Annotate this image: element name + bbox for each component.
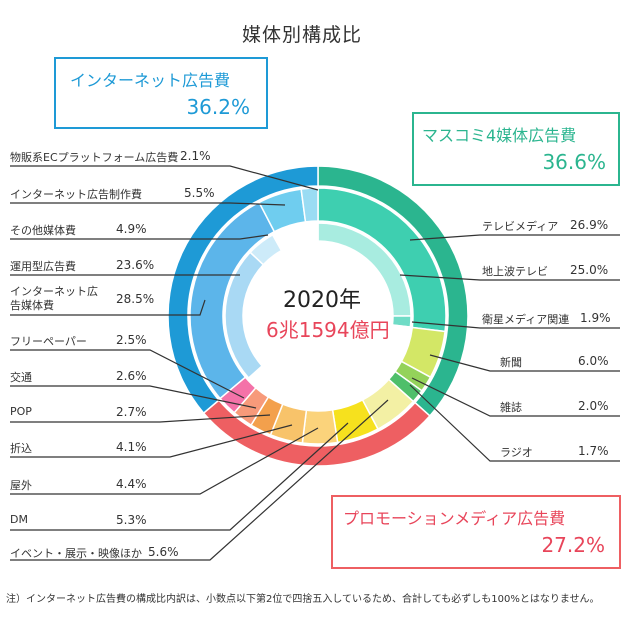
leader-line bbox=[429, 354, 620, 372]
leader-line bbox=[10, 349, 245, 399]
label-radio: ラジオ bbox=[500, 446, 533, 459]
value-transit: 2.6% bbox=[116, 369, 147, 383]
leader-line bbox=[10, 422, 349, 531]
value-magazine: 2.0% bbox=[578, 399, 609, 413]
masscomm-category-value: 36.6% bbox=[542, 150, 606, 174]
value-radio: 1.7% bbox=[578, 444, 609, 458]
leader-line bbox=[10, 399, 389, 561]
leader-line bbox=[399, 274, 620, 281]
label-insert: 折込 bbox=[10, 442, 32, 455]
center-total: 6兆1594億円 bbox=[266, 318, 390, 342]
value-tv-satellite: 1.9% bbox=[580, 311, 611, 325]
masscomm-category-name: マスコミ4媒体広告費 bbox=[422, 126, 577, 145]
leader-line bbox=[10, 385, 257, 409]
label-free-paper: フリーペーパー bbox=[10, 335, 87, 348]
label-tv-terrestrial: 地上波テレビ bbox=[482, 265, 548, 278]
value-tv-terrestrial: 25.0% bbox=[570, 263, 609, 277]
value-pop: 2.7% bbox=[116, 405, 147, 419]
promo-callout: プロモーションメディア広告費 27.2% bbox=[331, 495, 621, 569]
value-ec-platform: 2.1% bbox=[180, 149, 211, 163]
label-tv-satellite: 衛星メディア関連 bbox=[482, 313, 570, 326]
label-transit: 交通 bbox=[10, 371, 32, 384]
value-other-media: 4.9% bbox=[116, 222, 147, 236]
leader-line bbox=[411, 321, 620, 329]
value-newspaper: 6.0% bbox=[578, 354, 609, 368]
center-year: 2020年 bbox=[283, 288, 361, 313]
label-outdoor: 屋外 bbox=[10, 479, 32, 492]
value-free-paper: 2.5% bbox=[116, 333, 147, 347]
footnote: 注）インターネット広告費の構成比内訳は、小数点以下第2位で四捨五入しているため、… bbox=[6, 594, 600, 605]
label-pop: POP bbox=[10, 405, 32, 418]
chart-title: 媒体別構成比 bbox=[242, 24, 363, 46]
leader-line bbox=[10, 234, 269, 240]
value-operational: 23.6% bbox=[116, 258, 155, 272]
leader-line bbox=[409, 384, 620, 462]
inner-ring-slice-gap-5 bbox=[271, 222, 319, 252]
label-newspaper: 新聞 bbox=[500, 356, 522, 369]
value-net-media: 28.5% bbox=[116, 292, 155, 306]
value-net-production: 5.5% bbox=[184, 186, 215, 200]
label-dm: DM bbox=[10, 513, 28, 526]
label-other-media: その他媒体費 bbox=[10, 224, 76, 237]
leader-line bbox=[10, 424, 293, 458]
promo-category-name: プロモーションメディア広告費 bbox=[343, 509, 566, 528]
leader-line bbox=[10, 299, 206, 316]
label-magazine: 雑誌 bbox=[500, 401, 522, 414]
leader-line bbox=[10, 202, 286, 206]
leader-line bbox=[10, 165, 319, 191]
value-outdoor: 4.4% bbox=[116, 477, 147, 491]
label-net-production: インターネット広告制作費 bbox=[10, 188, 142, 201]
label-ec-platform: 物販系ECプラットフォーム広告費 bbox=[10, 151, 179, 164]
label-operational: 運用型広告費 bbox=[10, 260, 76, 273]
label-net-media: インターネット広告媒体費 bbox=[10, 285, 98, 312]
label-events: イベント・展示・映像ほか bbox=[10, 547, 142, 560]
masscomm-callout: マスコミ4媒体広告費 36.6% bbox=[412, 112, 620, 186]
label-tv-media: テレビメディア bbox=[482, 220, 559, 233]
internet-category-name: インターネット広告費 bbox=[70, 71, 231, 90]
internet-category-value: 36.2% bbox=[186, 95, 250, 119]
value-events: 5.6% bbox=[148, 545, 179, 559]
leader-line bbox=[10, 427, 319, 495]
middle-ring-slice--ec--13 bbox=[300, 187, 319, 223]
value-insert: 4.1% bbox=[116, 440, 147, 454]
leader-line bbox=[411, 377, 620, 417]
promo-category-value: 27.2% bbox=[541, 533, 605, 557]
leader-line bbox=[409, 234, 620, 241]
leader-line bbox=[10, 414, 271, 423]
internet-callout: インターネット広告費 36.2% bbox=[54, 57, 268, 129]
middle-ring-slice---6 bbox=[301, 409, 339, 445]
value-tv-media: 26.9% bbox=[570, 218, 609, 232]
value-dm: 5.3% bbox=[116, 513, 147, 527]
